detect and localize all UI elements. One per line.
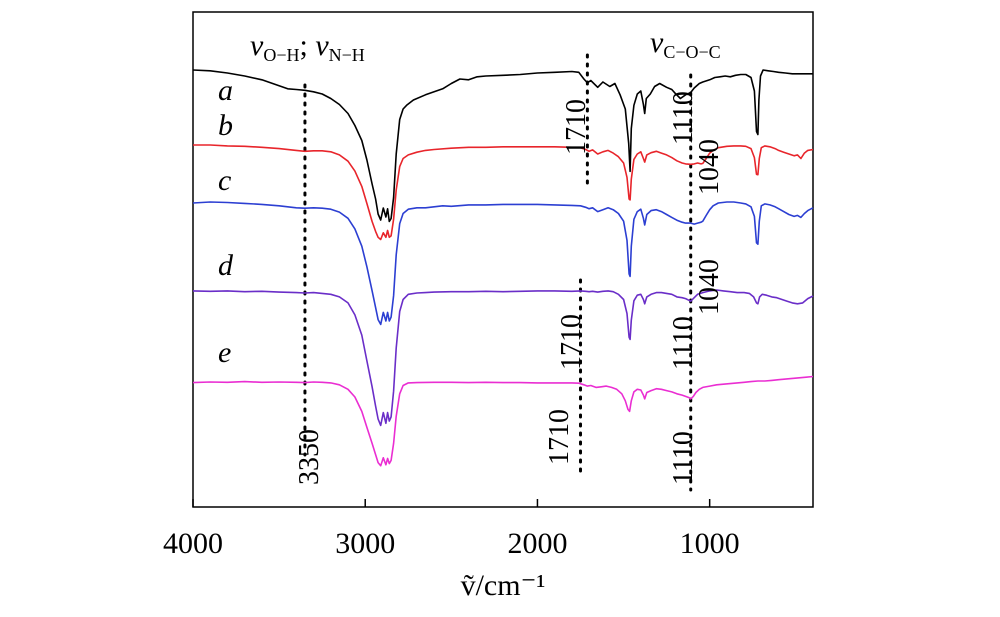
reference-lines xyxy=(303,53,693,492)
x-tick-label: 3000 xyxy=(335,527,395,560)
plot-frame xyxy=(192,11,814,508)
peak-annotation: 1710 xyxy=(561,99,592,155)
x-tick-label: 2000 xyxy=(507,527,567,560)
peak-annotation: 3350 xyxy=(294,429,325,485)
series-line-a xyxy=(192,69,813,223)
band-labels: vO−H; vN−H vC−O−C xyxy=(250,26,721,65)
series-label-a: a xyxy=(218,74,233,107)
series-label-e: e xyxy=(218,336,231,369)
band-label-coc: vC−O−C xyxy=(650,26,721,62)
series-line-e xyxy=(192,375,814,467)
peak-annotation: 1110 xyxy=(668,91,699,145)
peak-annotation: 1710 xyxy=(544,409,575,465)
peak-annotation: 1710 xyxy=(556,314,587,370)
spectra xyxy=(192,69,814,467)
peak-annotation: 1110 xyxy=(668,431,699,485)
x-axis-title: ṽ/cm⁻¹ xyxy=(461,569,546,602)
series-line-d xyxy=(192,289,814,427)
series-label-b: b xyxy=(218,109,233,142)
band-label-oh-nh: vO−H; vN−H xyxy=(250,29,365,65)
peak-annotation: 1040 xyxy=(694,139,725,195)
peak-annotation: 1040 xyxy=(694,259,725,315)
series-labels: abc d e xyxy=(218,74,234,369)
series-line-b xyxy=(193,144,814,241)
x-axis-ticks: 4000 3000 2000 1000 xyxy=(163,499,740,560)
series-line-c xyxy=(192,201,814,326)
series-label-d: d xyxy=(218,249,234,282)
x-tick-label: 4000 xyxy=(163,527,223,560)
series-label-c: c xyxy=(218,164,231,197)
x-tick-label: 1000 xyxy=(680,527,740,560)
peak-annotation: 1110 xyxy=(668,316,699,370)
